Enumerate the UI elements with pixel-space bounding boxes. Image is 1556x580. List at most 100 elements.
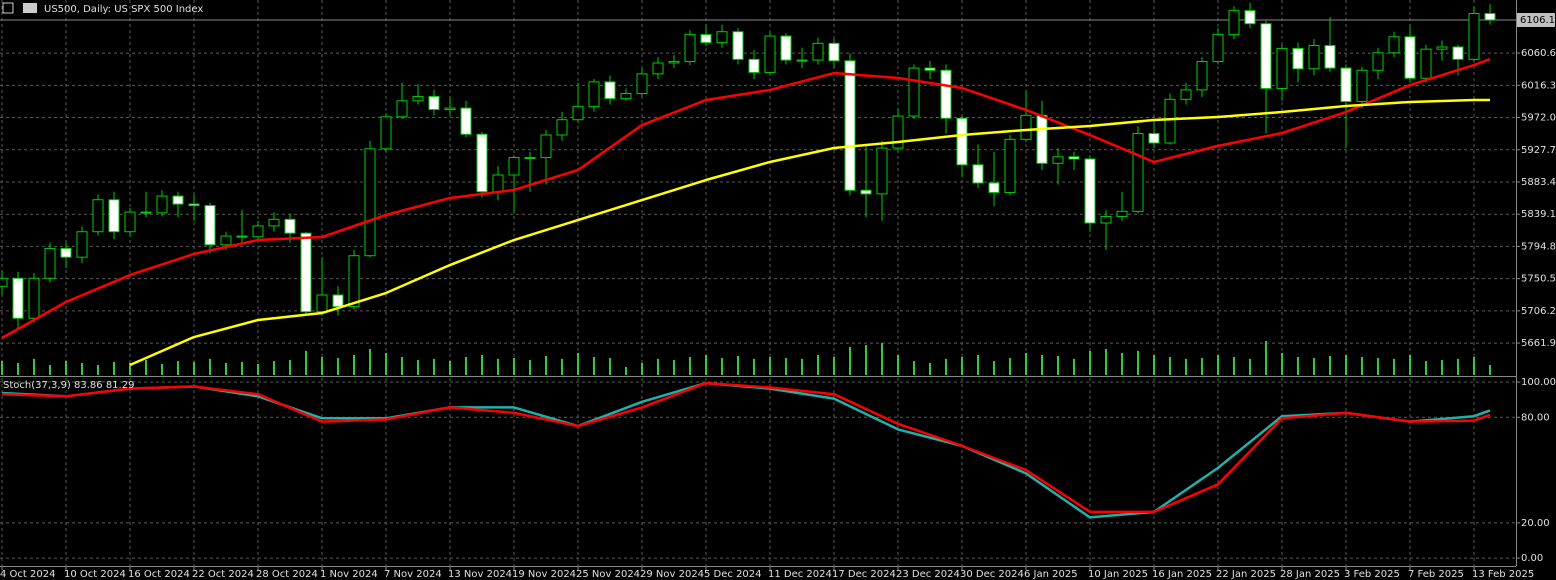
volume-bar — [1393, 359, 1395, 375]
candle-body — [1132, 133, 1144, 212]
volume-bar — [337, 358, 339, 375]
candle-body — [1452, 46, 1464, 60]
candle-body — [1260, 23, 1272, 89]
volume-bar — [1457, 359, 1459, 375]
volume-bar — [1409, 355, 1411, 375]
x-tick-label: 6 Jan 2025 — [1024, 569, 1078, 580]
candle-body — [204, 205, 216, 246]
candle-body — [316, 294, 328, 313]
candle-body — [188, 203, 200, 207]
volume-bar — [705, 355, 707, 375]
volume-bar — [481, 355, 483, 375]
candle-body — [1324, 45, 1336, 69]
x-tick-label: 13 Feb 2025 — [1472, 569, 1534, 580]
volume-bar — [785, 358, 787, 375]
y-tick-label: 5839.1 — [1521, 209, 1556, 220]
y-tick-label: 6060.6 — [1521, 48, 1556, 59]
candle-body — [780, 35, 792, 61]
candle-body — [540, 134, 552, 159]
volume-bar — [721, 358, 723, 375]
candle-body — [396, 100, 408, 118]
volume-bar — [1281, 353, 1283, 375]
volume-bar — [929, 363, 931, 375]
volume-bar — [369, 349, 371, 375]
volume-bar — [449, 361, 451, 375]
indicator-line — [1, 381, 1491, 514]
candle-body — [1276, 47, 1288, 89]
volume-bar — [625, 367, 627, 375]
volume-bar — [1, 361, 3, 375]
candle-body — [1420, 48, 1432, 79]
candle-body — [972, 164, 984, 184]
volume-bar — [1329, 356, 1331, 375]
volume-bar — [1313, 358, 1315, 375]
indicator-line — [129, 98, 1490, 367]
volume-bar — [1249, 359, 1251, 375]
volume-bar — [209, 359, 211, 375]
candle-body — [508, 157, 520, 176]
volume-bar — [113, 362, 115, 375]
volume-bar — [433, 359, 435, 375]
volume-bar — [609, 358, 611, 375]
volume-bar — [1233, 357, 1235, 375]
candle-body — [1180, 89, 1192, 100]
candle-body — [236, 235, 248, 238]
volume-bar — [801, 359, 803, 375]
candle-body — [28, 277, 40, 319]
volume-bar — [321, 357, 323, 375]
x-tick-label: 22 Oct 2024 — [192, 569, 254, 580]
volume-bar — [289, 360, 291, 375]
volume-bar — [1073, 359, 1075, 375]
volume-bar — [1041, 355, 1043, 375]
volume-bar — [865, 345, 867, 375]
candle-body — [492, 174, 504, 193]
candle-body — [1164, 98, 1176, 144]
volume-bar — [1377, 358, 1379, 375]
volume-bar — [1153, 355, 1155, 375]
candle-body — [252, 225, 264, 238]
y-tick-label: 80.00 — [1521, 412, 1550, 423]
volume-bar — [1057, 356, 1059, 375]
candle-body — [284, 218, 296, 234]
x-tick-label: 13 Nov 2024 — [448, 569, 512, 580]
x-tick-label: 25 Nov 2024 — [576, 569, 640, 580]
candle-body — [1388, 36, 1400, 54]
candle-body — [572, 106, 584, 121]
candle-body — [444, 107, 456, 111]
candle-body — [140, 211, 152, 214]
candle-body — [1244, 10, 1256, 25]
x-tick-label: 28 Jan 2025 — [1280, 569, 1340, 580]
candle-body — [1228, 10, 1240, 36]
chart-icon[interactable] — [23, 3, 37, 13]
x-tick-label: 7 Nov 2024 — [384, 569, 442, 580]
candle-body — [428, 95, 440, 111]
volume-bar — [1217, 355, 1219, 375]
volume-bar — [689, 357, 691, 375]
volume-bar — [97, 365, 99, 375]
volume-bar — [497, 359, 499, 375]
candle-body — [1020, 114, 1032, 140]
volume-bar — [993, 361, 995, 375]
menu-icon[interactable] — [2, 2, 14, 14]
candle-body — [364, 148, 376, 257]
candle-body — [1004, 138, 1016, 193]
volume-bar — [129, 363, 131, 375]
indicator-title: Stoch(37,3,9) 83.86 81.29 — [3, 380, 134, 391]
volume-bar — [1345, 355, 1347, 375]
candle-body — [1340, 67, 1352, 103]
volume-bar — [577, 353, 579, 375]
volume-bar — [945, 359, 947, 375]
candle-body — [60, 247, 72, 258]
candle-body — [44, 247, 56, 279]
y-tick-label: 5927.7 — [1521, 145, 1556, 156]
candle-body — [620, 93, 632, 100]
volume-bar — [897, 355, 899, 375]
volume-bar — [1121, 353, 1123, 375]
volume-bar — [1089, 351, 1091, 375]
volume-bar — [177, 361, 179, 375]
candle-body — [1068, 156, 1080, 160]
candle-body — [924, 67, 936, 71]
last-price-label: 6106.1 — [1520, 15, 1555, 26]
